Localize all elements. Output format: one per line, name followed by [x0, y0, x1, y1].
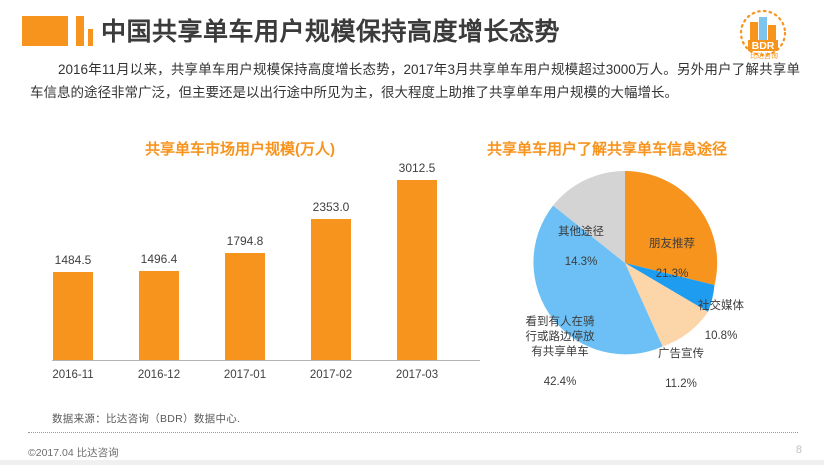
pie-slice-seen-on-street	[533, 205, 663, 355]
slide-header: 中国共享单车用户规模保持高度增长态势	[0, 0, 824, 50]
pie-label-advertising: 广告宣传 11.2%	[645, 332, 717, 392]
bar-value-label: 3012.5	[398, 161, 436, 175]
pie-label-percent: 21.3%	[655, 268, 689, 280]
pie-label-text: 广告宣传	[658, 348, 704, 360]
pie-label-percent: 10.8%	[704, 330, 738, 342]
page-title: 中国共享单车用户规模保持高度增长态势	[101, 18, 561, 46]
title-accent-bar-tall	[76, 16, 84, 46]
bar-chart-x-labels: 2016-11 2016-12 2017-01 2017-02 2017-03	[30, 365, 480, 389]
bar-value-label: 1496.4	[140, 252, 178, 266]
bar-rect	[311, 219, 351, 360]
copyright-note: ©2017.04 比达咨询	[28, 447, 119, 459]
bottom-strip	[0, 460, 824, 465]
pie-label-seen-on-street: 看到有人在骑 行或路边停放 有共享单车 42.4%	[516, 300, 604, 390]
bar-column: 1484.5	[30, 165, 116, 360]
footer-divider	[28, 432, 798, 433]
pie-label-friend-recommend: 朋友推荐 21.3%	[632, 222, 712, 282]
pie-label-text: 看到有人在骑 行或路边停放 有共享单车	[525, 316, 595, 358]
pie-label-social-media: 社交媒体 10.8%	[685, 284, 757, 344]
pie-slice-social-media	[625, 263, 715, 312]
bar-rect	[139, 271, 179, 360]
bar-x-label: 2016-12	[137, 369, 181, 381]
pie-label-text: 朋友推荐	[649, 238, 695, 250]
pie-label-other: 其他途径 14.3%	[542, 210, 620, 270]
bar-rect	[397, 180, 437, 360]
pie-label-percent: 11.2%	[665, 378, 697, 390]
bar-x-label: 2016-11	[52, 369, 94, 381]
pie-label-text: 其他途径	[558, 226, 604, 238]
pie-chart-title: 共享单车用户了解共享单车信息途径	[487, 141, 728, 158]
title-accent-bar-short	[88, 29, 93, 46]
body-paragraph: 2016年11月以来，共享单车用户规模保持高度增长态势，2017年3月共享单车用…	[30, 62, 800, 100]
bar-value-label: 2353.0	[312, 200, 350, 214]
bar-value-label: 1794.8	[226, 234, 264, 248]
bar-column: 2353.0	[288, 165, 374, 360]
bar-x-label: 2017-01	[223, 369, 267, 381]
bar-column: 3012.5	[374, 161, 460, 360]
pie-label-percent: 42.4%	[543, 376, 577, 388]
bar-chart: 1484.5 1496.4 1794.8 2353.0 3012.5 2016	[30, 161, 480, 390]
bar-column: 1794.8	[202, 165, 288, 360]
pie-label-text: 社交媒体	[698, 300, 744, 312]
bar-chart-x-axis	[52, 360, 480, 361]
bar-rect	[225, 253, 265, 360]
bar-chart-plot: 1484.5 1496.4 1794.8 2353.0 3012.5	[30, 161, 480, 360]
page-number: 8	[795, 444, 802, 456]
bar-column: 1496.4	[116, 165, 202, 360]
bdr-logo: BDR 比达咨询	[718, 8, 804, 60]
pie-chart: 朋友推荐 21.3% 社交媒体 10.8% 广告宣传 11.2% 看到有人在骑 …	[480, 160, 820, 390]
pie-chart-svg	[533, 170, 718, 355]
bar-x-label: 2017-03	[395, 369, 439, 381]
title-accent-block	[22, 16, 68, 46]
bar-chart-title: 共享单车市场用户规模(万人)	[145, 141, 335, 158]
bar-value-label: 1484.5	[54, 253, 92, 267]
bdr-logo-icon: BDR 比达咨询	[739, 9, 787, 60]
svg-text:比达咨询: 比达咨询	[750, 51, 778, 60]
svg-text:BDR: BDR	[752, 40, 775, 52]
data-source-note: 数据来源：比达咨询（BDR）数据中心.	[52, 413, 241, 425]
bar-rect	[53, 272, 93, 360]
bar-x-label: 2017-02	[309, 369, 353, 381]
pie-slice-advertising	[625, 263, 708, 347]
pie-slice-other	[553, 170, 625, 263]
pie-slice-friend-recommend	[625, 170, 718, 285]
pie-label-percent: 14.3%	[564, 256, 598, 268]
